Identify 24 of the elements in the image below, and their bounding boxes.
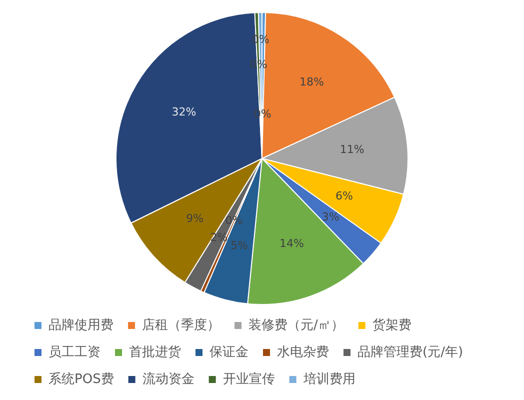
data-label: 0% (254, 108, 272, 121)
legend-label: 首批进货 (129, 344, 181, 360)
legend-label: 店租（季度） (142, 316, 220, 333)
data-label: 0% (252, 33, 270, 46)
legend-label: 品牌管理费(元/年) (358, 344, 464, 360)
legend-label: 装修费（元/㎡） (248, 318, 344, 333)
data-label: 6% (335, 189, 353, 202)
legend-label: 保证金 (210, 344, 248, 360)
data-label: 5% (230, 238, 248, 252)
legend-label: 货架费 (372, 318, 412, 333)
data-label: 11% (340, 142, 364, 156)
legend-label: 培训费用 (302, 372, 356, 387)
legend-label: 流动资金 (142, 370, 194, 387)
data-label: 14% (279, 236, 304, 250)
legend-label: 开业宣传 (222, 370, 275, 387)
legend-label: 员工工资 (48, 344, 100, 360)
data-label: 3% (322, 210, 340, 224)
legend-label: 水电杂费 (277, 344, 329, 360)
legend-label: 系统POS费 (48, 372, 114, 387)
data-label: 18% (299, 76, 324, 89)
data-label: 32% (172, 105, 196, 118)
data-label: 9% (186, 212, 204, 226)
data-label: 0% (250, 58, 268, 71)
legend-label: 品牌使用费 (48, 318, 114, 333)
